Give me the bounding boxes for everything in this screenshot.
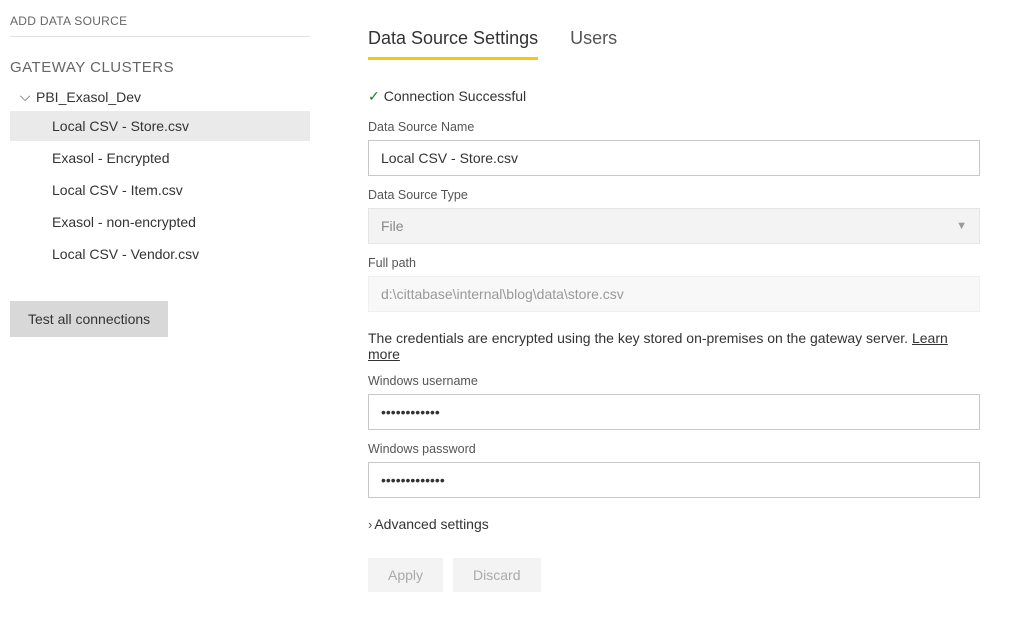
credentials-info-text: The credentials are encrypted using the … — [368, 330, 980, 362]
gateway-clusters-heading: GATEWAY CLUSTERS — [10, 59, 310, 76]
windows-password-label: Windows password — [368, 442, 980, 456]
connection-status: ✓ Connection Successful — [368, 88, 980, 104]
cluster-row[interactable]: ⌵ PBI_Exasol_Dev — [10, 82, 310, 111]
data-source-item[interactable]: Exasol - Encrypted — [10, 143, 310, 173]
test-all-connections-button[interactable]: Test all connections — [10, 301, 168, 337]
data-source-item[interactable]: Local CSV - Item.csv — [10, 175, 310, 205]
full-path-label: Full path — [368, 256, 980, 270]
data-source-type-select[interactable]: File ▼ — [368, 208, 980, 244]
chevron-right-icon: › — [368, 517, 372, 532]
tabs: Data Source Settings Users — [368, 28, 980, 60]
chevron-down-icon: ▼ — [956, 220, 967, 232]
windows-username-input[interactable] — [368, 394, 980, 430]
data-source-item[interactable]: Local CSV - Store.csv — [10, 111, 310, 141]
add-data-source-link[interactable]: ADD DATA SOURCE — [10, 10, 310, 37]
windows-username-label: Windows username — [368, 374, 980, 388]
data-source-item[interactable]: Local CSV - Vendor.csv — [10, 239, 310, 269]
sidebar: ADD DATA SOURCE GATEWAY CLUSTERS ⌵ PBI_E… — [0, 0, 320, 637]
action-buttons: Apply Discard — [368, 558, 980, 592]
discard-button[interactable]: Discard — [453, 558, 540, 592]
cluster-name: PBI_Exasol_Dev — [36, 89, 141, 105]
data-source-type-value: File — [381, 218, 404, 234]
full-path-input: d:\cittabase\internal\blog\data\store.cs… — [368, 276, 980, 312]
data-source-name-label: Data Source Name — [368, 120, 980, 134]
main-panel: Data Source Settings Users ✓ Connection … — [320, 0, 1024, 637]
windows-password-input[interactable] — [368, 462, 980, 498]
data-source-type-label: Data Source Type — [368, 188, 980, 202]
tab-users[interactable]: Users — [570, 28, 617, 60]
tab-data-source-settings[interactable]: Data Source Settings — [368, 28, 538, 60]
data-source-item[interactable]: Exasol - non-encrypted — [10, 207, 310, 237]
apply-button[interactable]: Apply — [368, 558, 443, 592]
advanced-settings-label: Advanced settings — [374, 516, 488, 532]
check-icon: ✓ — [368, 89, 380, 103]
status-text: Connection Successful — [384, 88, 526, 104]
advanced-settings-toggle[interactable]: › Advanced settings — [368, 516, 980, 532]
data-source-name-input[interactable] — [368, 140, 980, 176]
chevron-down-icon: ⌵ — [18, 88, 32, 105]
